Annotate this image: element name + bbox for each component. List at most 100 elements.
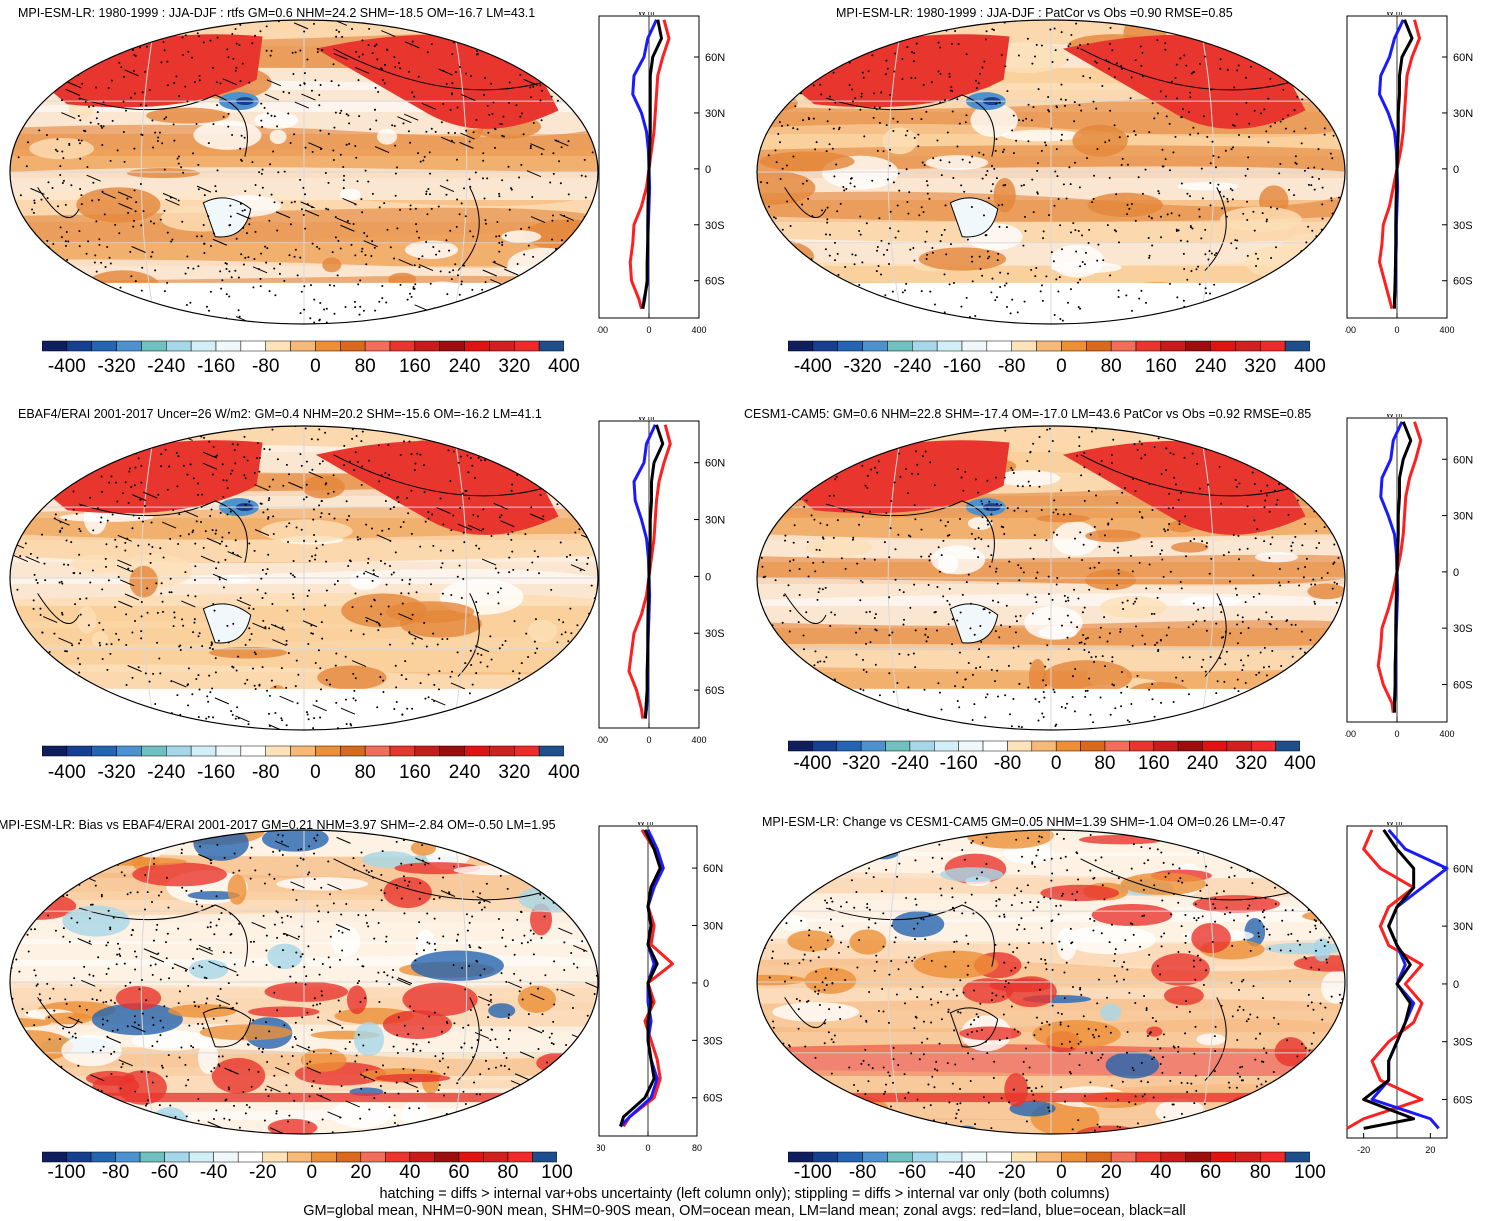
panel-title: MPI-ESM-LR: 1980-1999 : JJA-DJF : PatCor… (836, 6, 1233, 20)
x-tick-label: 20 (1425, 1145, 1435, 1155)
colorbar-tick-label: -80 (993, 753, 1022, 774)
colorbar-tick-label: -400 (793, 753, 832, 774)
colorbar-swatch (286, 1151, 313, 1163)
colorbar-tick-label: -400 (47, 762, 86, 783)
colorbar-swatch (514, 340, 540, 352)
colorbar-swatch (66, 1151, 92, 1163)
colorbar-swatch (862, 1151, 888, 1163)
colorbar-tick-label: -40 (199, 1162, 228, 1183)
colorbar-tick-label: 40 (1150, 1162, 1172, 1183)
colorbar-swatch (961, 1151, 988, 1163)
colorbar-swatch (788, 340, 814, 352)
x-tick-label: 0 (646, 325, 651, 335)
colorbar-swatch (464, 340, 490, 352)
colorbar-swatch (1177, 740, 1203, 752)
colorbar (788, 740, 1300, 752)
colorbar-swatch (1110, 340, 1137, 352)
colorbar-swatch (1275, 740, 1300, 752)
zonal-mean-plot: W m-2 60N 30N 0 30S 60S -400 0 400 (597, 417, 725, 745)
colorbar-swatch (364, 745, 391, 757)
colorbar-tick-label: -320 (842, 753, 881, 774)
colorbar-swatch (1080, 740, 1106, 752)
x-tick-label: -20 (1357, 1145, 1370, 1155)
colorbar-swatch (538, 745, 564, 757)
colorbar-swatch (812, 1151, 838, 1163)
colorbar-swatch (1086, 340, 1112, 352)
lat-tick-label: 60N (1453, 863, 1473, 875)
colorbar-swatch (262, 1151, 288, 1163)
colorbar-swatch (265, 745, 291, 757)
zonal-mean-plot: W m-2 60N 30N 0 30S 60S -80 0 80 (597, 822, 723, 1153)
zonal-units-label: W m-2 (1386, 822, 1408, 827)
colorbar-swatch (986, 340, 1012, 352)
colorbar-tick-label: -80 (251, 762, 280, 783)
colorbar-swatch (290, 340, 316, 352)
x-tick-label: -400 (597, 735, 608, 745)
colorbar-tick-label: -320 (843, 356, 882, 377)
colorbar-swatch (1260, 1151, 1286, 1163)
colorbar-swatch (812, 340, 838, 352)
lat-tick-label: 30N (1453, 108, 1473, 120)
lat-tick-label: 60N (1453, 454, 1473, 466)
colorbar-swatch (489, 340, 515, 352)
colorbar-swatch (290, 745, 316, 757)
colorbar-tick-label: 240 (448, 356, 481, 377)
lat-tick-label: 0 (1453, 979, 1459, 991)
colorbar-tick-label: 60 (448, 1162, 470, 1183)
x-tick-label: 400 (691, 325, 706, 335)
colorbar-swatch (1104, 740, 1130, 752)
colorbar-swatch (1110, 1151, 1137, 1163)
zonal-units-label: W m-2 (1386, 414, 1408, 419)
colorbar-swatch (389, 745, 416, 757)
colorbar-tick-label: 160 (398, 762, 431, 783)
colorbar-swatch (1036, 1151, 1062, 1163)
zonal-mean-plot: W m-2 60N 30N 0 30S 60S -400 0 400 (1345, 12, 1473, 335)
lat-tick-label: 60S (1453, 679, 1473, 691)
colorbar-swatch (464, 745, 490, 757)
zonal-units-superscript: -2 (655, 12, 661, 14)
colorbar-swatch (1011, 340, 1037, 352)
colorbar-tick-label: -160 (942, 356, 982, 377)
colorbar-swatch (538, 340, 564, 352)
lat-tick-label: 30N (1453, 921, 1473, 933)
colorbar-swatch (1210, 1151, 1236, 1163)
colorbar-swatch (837, 340, 863, 352)
colorbar-tick-label: 0 (1056, 1162, 1067, 1183)
colorbar-swatch (885, 740, 911, 752)
colorbar-swatch (982, 740, 1008, 752)
zonal-units-superscript: -2 (1403, 822, 1409, 824)
x-tick-label: -400 (1345, 729, 1356, 739)
colorbar-tick-label: -60 (150, 1162, 179, 1183)
colorbar-tick-label: 0 (1050, 753, 1062, 774)
colorbar-swatch (1284, 340, 1310, 352)
colorbar-tick-label: -40 (948, 1162, 976, 1183)
all-profile-line (1362, 828, 1416, 1130)
colorbar-swatch (1160, 340, 1186, 352)
colorbar-swatch (1160, 1151, 1186, 1163)
colorbar-swatch (1007, 740, 1033, 752)
all-profile-line (643, 424, 665, 719)
colorbar-swatch (215, 340, 242, 352)
colorbar-swatch (116, 340, 142, 352)
lat-tick-label: 30N (703, 921, 723, 933)
colorbar-swatch (315, 340, 341, 352)
colorbar-tick-label: 240 (448, 762, 481, 783)
colorbar (42, 1151, 557, 1163)
colorbar-tick-label: -400 (47, 356, 86, 377)
x-tick-label: 80 (692, 1143, 702, 1153)
colorbar-swatch (1061, 1151, 1087, 1163)
colorbar-swatch (912, 340, 938, 352)
lat-tick-label: 30N (1453, 511, 1473, 523)
panel-title: CESM1-CAM5: GM=0.6 NHM=22.8 SHM=-17.4 OM… (744, 407, 1312, 421)
colorbar-swatch (364, 340, 391, 352)
colorbar-swatch (862, 340, 888, 352)
zonal-units-label: W m-2 (638, 12, 660, 17)
colorbar-tick-label: -240 (890, 753, 929, 774)
lat-tick-label: 60N (705, 458, 725, 470)
footer-line-1: hatching = diffs > internal var+obs unce… (379, 1186, 1110, 1202)
colorbar-swatch (389, 340, 416, 352)
colorbar-swatch (860, 740, 886, 752)
colorbar-swatch (1086, 1151, 1112, 1163)
colorbar-tick-label: -100 (47, 1162, 86, 1183)
global-map (9, 829, 599, 1135)
